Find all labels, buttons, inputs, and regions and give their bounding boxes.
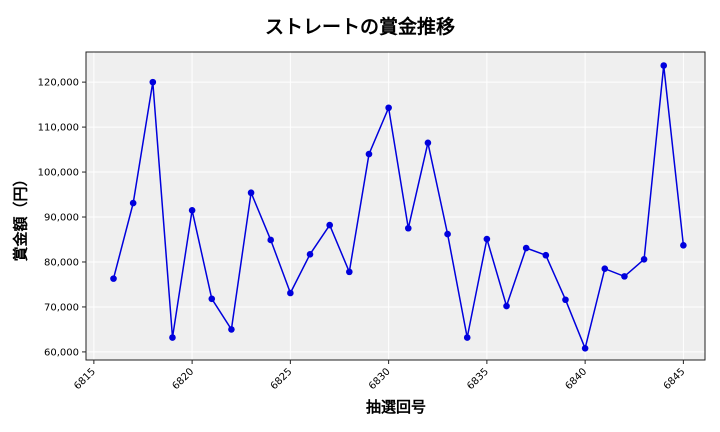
y-tick-label: 110,000 (38, 123, 79, 134)
data-point (640, 255, 648, 263)
data-point (149, 78, 157, 86)
data-point (503, 302, 510, 310)
data-markers (110, 62, 687, 352)
data-point (129, 199, 137, 207)
x-tick-label: 6835 (465, 366, 491, 392)
x-tick-label: 6845 (662, 366, 688, 392)
data-point (110, 275, 117, 282)
data-point (169, 334, 176, 341)
data-point (424, 139, 432, 147)
y-tick-label: 100,000 (38, 168, 79, 179)
series-line (112, 65, 685, 351)
data-point (208, 295, 216, 303)
data-point (444, 230, 451, 238)
data-point (660, 62, 668, 69)
data-point (542, 251, 550, 259)
data-point (365, 150, 373, 158)
x-tick-label: 6815 (72, 366, 98, 392)
data-point (188, 206, 196, 214)
y-tick-label: 70,000 (44, 302, 79, 313)
data-point (287, 289, 294, 297)
data-point (247, 189, 255, 197)
y-tick-label: 80,000 (44, 257, 79, 268)
data-point (346, 268, 353, 276)
data-point (306, 251, 314, 258)
data-point (228, 326, 235, 333)
data-point (601, 265, 609, 273)
data-point (621, 273, 628, 280)
data-point (326, 221, 333, 229)
data-point (404, 224, 412, 232)
y-tick-label: 60,000 (44, 347, 79, 358)
x-tick-label: 6820 (170, 366, 196, 392)
y-axis-ticks: 60,000 70,000 80,000 90,000 100,000 110,000 12… (38, 78, 86, 358)
plot-area (86, 52, 705, 360)
chart-title: ストレートの賞金推移 (264, 16, 455, 38)
data-point (581, 345, 589, 352)
plot-frame (85, 51, 706, 361)
data-point (483, 235, 491, 243)
x-tick-label: 6825 (269, 366, 295, 392)
x-axis-ticks: 6815 6820 6825 6830 6835 6840 6845 (72, 360, 688, 392)
data-point (267, 236, 275, 244)
y-tick-label: 120,000 (38, 78, 79, 89)
gridlines (86, 52, 705, 360)
data-point (680, 242, 687, 249)
x-tick-label: 6830 (367, 366, 393, 392)
x-tick-label: 6840 (563, 366, 589, 392)
y-tick-label: 90,000 (44, 213, 79, 224)
x-axis-label: 抽選回号 (365, 398, 426, 416)
data-point (522, 244, 530, 252)
data-point (463, 334, 471, 341)
data-point (385, 104, 392, 112)
data-point (562, 296, 569, 304)
